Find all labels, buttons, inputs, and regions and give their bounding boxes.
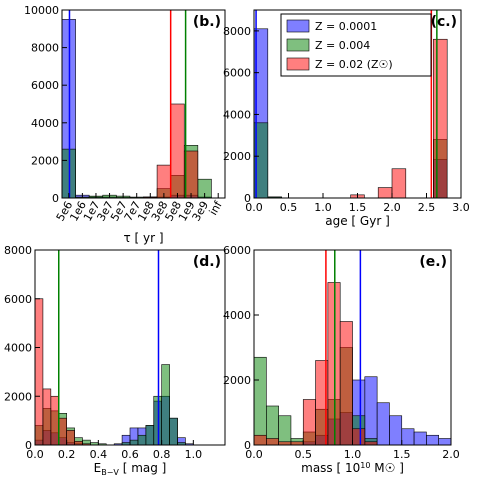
legend-swatch [286, 57, 310, 71]
y-tick-label: 0 [25, 439, 32, 452]
bar [364, 376, 378, 446]
x-axis-label: τ [ yr ] [123, 231, 163, 245]
x-axis-label-part: age [ Gyr ] [325, 214, 390, 228]
x-tick-label: 0.6 [121, 448, 139, 461]
x-tick-label: inf [207, 198, 226, 218]
legend-swatch [286, 19, 310, 33]
y-tick-label: 4000 [223, 108, 251, 121]
panel-title: (d.) [193, 254, 221, 270]
y-tick-label: 8000 [4, 244, 32, 257]
y-tick-label: 6000 [223, 67, 251, 80]
y-tick-label: 8000 [223, 25, 251, 38]
bar [74, 441, 83, 446]
bar [145, 425, 155, 446]
bar [433, 38, 448, 199]
y-tick-label: 2000 [223, 150, 251, 163]
x-tick-label: 0.4 [90, 448, 108, 461]
bar [339, 321, 353, 446]
x-tick-label: 2.0 [442, 448, 460, 461]
y-tick-label: 0 [244, 439, 251, 452]
panel: 0 2000 4000 6000 8000 0.0 0.2 0.4 0.6 0.8 1.0 (d.) E… [4, 244, 226, 477]
x-axis-label-part: 10 [360, 461, 370, 470]
x-tick-label: 0.8 [153, 448, 171, 461]
y-tick-label: 2000 [4, 390, 32, 403]
x-axis-label: mass [ 1010 M☉ ] [301, 461, 404, 475]
x-axis-label-part: mass [ 10 [301, 461, 360, 475]
y-tick-label: 6000 [4, 293, 32, 306]
x-axis-label-part: E [94, 461, 102, 475]
panel-title: (c.) [431, 14, 457, 30]
panel-title: (e.) [419, 254, 447, 270]
bar [253, 434, 267, 446]
bar [278, 415, 292, 446]
bar [42, 388, 52, 446]
y-tick-label: 2000 [223, 374, 251, 387]
bar [302, 399, 316, 446]
y-tick-label: 4000 [31, 117, 59, 130]
legend-label: Z = 0.0001 [315, 20, 377, 33]
bar [376, 402, 390, 446]
y-tick-label: 0 [244, 192, 251, 205]
bar [253, 356, 267, 446]
bar [58, 417, 67, 446]
x-tick-label: 0.5 [280, 201, 298, 214]
x-axis-label-part: M☉ ] [370, 461, 403, 475]
bar [34, 298, 44, 446]
x-tick-label: 1.5 [349, 201, 367, 214]
bar [413, 431, 427, 446]
legend-swatch [286, 38, 310, 52]
x-axis-label-part: [ mag ] [119, 461, 166, 475]
y-tick-label: 8000 [31, 42, 59, 55]
bar [153, 395, 162, 446]
y-tick-label: 2000 [31, 154, 59, 167]
plot-frame [61, 9, 226, 199]
bar [389, 415, 403, 446]
bar [66, 430, 75, 446]
x-tick-label: 1.5 [393, 448, 411, 461]
bar [137, 434, 147, 446]
x-tick-label: 0.0 [245, 201, 263, 214]
y-tick-label: 6000 [223, 244, 251, 257]
legend-label: Z = 0.004 [315, 39, 370, 52]
panel: 0 2000 4000 6000 0.0 0.5 1.0 1.5 2.0 (e.) mass [ 1… [223, 244, 460, 475]
x-axis-label: EB−V [ mag ] [94, 461, 167, 477]
bar [169, 417, 178, 446]
y-tick-label: 4000 [223, 309, 251, 322]
x-tick-label: 0.5 [295, 448, 313, 461]
x-axis-label-part: B−V [101, 468, 119, 477]
x-tick-label: 2.5 [418, 201, 436, 214]
panel: 02000400060008000100005e61e61e73e75e77e7… [24, 4, 226, 245]
bar [352, 428, 366, 446]
x-tick-label: 0.2 [58, 448, 76, 461]
bar [266, 438, 279, 446]
y-tick-label: 0 [52, 192, 59, 205]
panel: 0 2000 4000 6000 8000 0.0 0.5 1.0 1.5 2.0 2.5 3.0 (c… [223, 9, 470, 228]
bar [170, 103, 185, 199]
x-tick-label: 1.0 [344, 448, 362, 461]
x-axis-label: age [ Gyr ] [325, 214, 390, 228]
x-tick-label: 1.0 [185, 448, 203, 461]
bar [377, 187, 393, 199]
bar [401, 428, 415, 446]
y-tick-label: 10000 [24, 4, 59, 17]
legend-label: Z = 0.02 (Z☉) [315, 58, 393, 71]
bar [161, 364, 170, 446]
bar [50, 395, 60, 446]
bar [426, 434, 439, 446]
x-tick-label: 1.0 [314, 201, 332, 214]
bar [438, 438, 452, 446]
x-tick-label: 0.0 [26, 448, 44, 461]
x-tick-label: 3.0 [452, 201, 470, 214]
x-tick-label: 0.0 [245, 448, 263, 461]
x-tick-label: 2.0 [383, 201, 401, 214]
bar [391, 168, 407, 199]
panel-title: (b.) [193, 14, 221, 30]
y-tick-label: 6000 [31, 79, 59, 92]
bar [129, 439, 139, 446]
x-axis-label-part: τ [ yr ] [123, 231, 163, 245]
y-tick-label: 4000 [4, 342, 32, 355]
